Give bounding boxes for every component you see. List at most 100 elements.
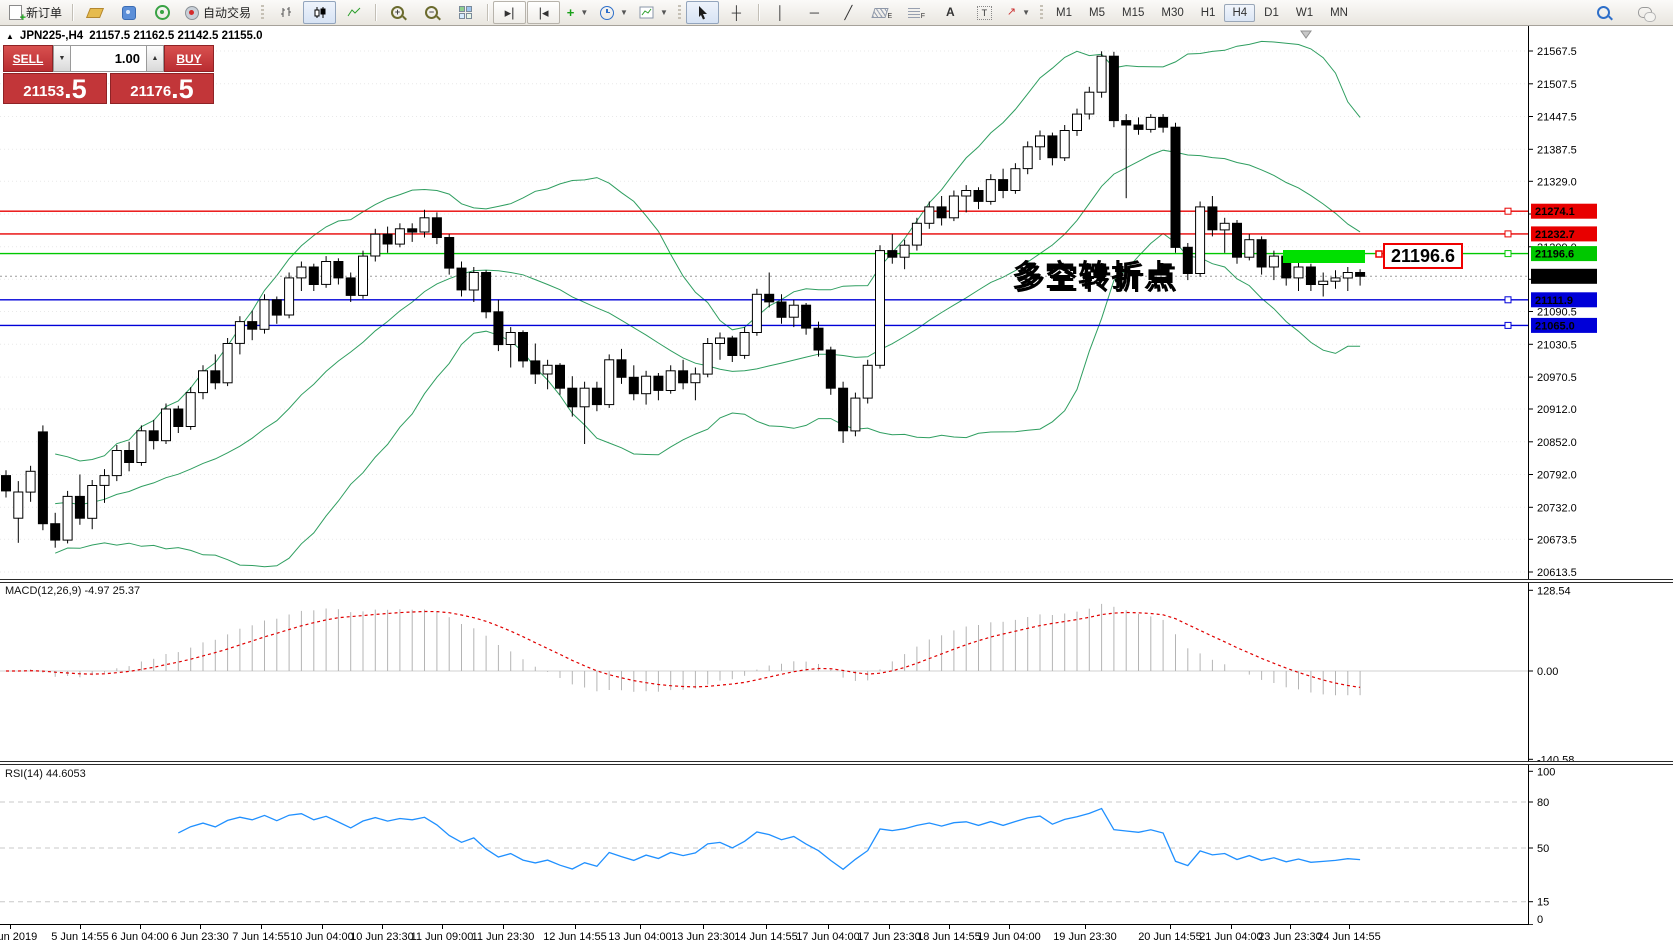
timeframe-h4-button[interactable]: H4	[1224, 3, 1256, 22]
volume-input[interactable]	[70, 45, 147, 72]
svg-text:21232.7: 21232.7	[1535, 229, 1575, 241]
rsi-chart-canvas[interactable]: 100 80 50 15 0	[0, 765, 1673, 925]
toolbar-separator	[487, 4, 489, 21]
svg-text:0: 0	[1537, 914, 1543, 925]
date-axis-tick	[502, 925, 504, 929]
cursor-icon	[699, 6, 708, 20]
macd-chart-canvas[interactable]: 128.54 0.00 -140.58	[0, 583, 1673, 761]
date-axis-tick	[639, 925, 641, 929]
macd-signal-value: 25.37	[112, 585, 141, 597]
date-axis-label: 12 Jun 14:55	[543, 931, 607, 943]
sell-price-display[interactable]: 21153 .5	[3, 73, 107, 104]
volume-decrease-button[interactable]: ▼	[53, 45, 70, 72]
date-axis-tick	[260, 925, 262, 929]
trendline-tool-button[interactable]: ╱	[832, 1, 865, 24]
arrow-objects-icon: ↗	[1006, 6, 1017, 18]
panel-splitter[interactable]	[0, 579, 1673, 583]
collapse-trade-panel-icon[interactable]: ▲	[6, 31, 14, 41]
line-chart-icon	[347, 7, 360, 17]
timeframe-mn-button[interactable]: MN	[1330, 6, 1348, 19]
expert-advisors-button[interactable]	[112, 1, 145, 24]
vertical-line-tool-button[interactable]: │	[764, 1, 797, 24]
svg-text:21065.0: 21065.0	[1535, 320, 1575, 332]
zoom-in-button[interactable]: +	[381, 1, 414, 24]
macd-name: MACD(12,26,9)	[5, 585, 82, 597]
timeframe-h1-button[interactable]: H1	[1200, 6, 1216, 19]
autoscroll-icon: ▸|	[504, 5, 515, 20]
text-label-tool-button[interactable]: T	[968, 1, 1001, 24]
date-axis-label: 23 Jun 23:30	[1258, 931, 1322, 943]
signals-button[interactable]	[146, 1, 179, 24]
new-order-button[interactable]: 新订单	[4, 1, 67, 24]
tile-windows-icon	[459, 6, 473, 19]
templates-dropdown-button[interactable]: ▼	[634, 1, 673, 24]
text-tool-icon: A	[946, 5, 955, 19]
bar-chart-button[interactable]	[269, 1, 302, 24]
timeframe-d1-button[interactable]: D1	[1264, 6, 1279, 19]
chart-shift-button[interactable]: |◂	[527, 1, 561, 24]
candlestick-chart-button[interactable]	[303, 1, 337, 24]
toolbar-separator	[375, 4, 377, 21]
chevron-down-icon: ▼	[659, 8, 668, 17]
date-axis-label: 5 Jun 14:55	[51, 931, 109, 943]
crosshair-tool-button[interactable]: ┼	[720, 1, 753, 24]
date-axis-label: 10 Jun 04:00	[290, 931, 354, 943]
text-tool-button[interactable]: A	[934, 1, 967, 24]
timeframe-m5-button[interactable]: M5	[1089, 6, 1105, 19]
fibonacci-tool-button[interactable]: F	[900, 1, 933, 24]
periods-dropdown-button[interactable]: ▼	[595, 1, 633, 24]
buy-price-display[interactable]: 21176 .5	[110, 73, 214, 104]
toolbar-grip	[261, 4, 265, 21]
eraser-icon	[85, 7, 104, 18]
volume-increase-button[interactable]: ▲	[147, 45, 164, 72]
sell-button[interactable]: SELL	[3, 45, 53, 72]
svg-text:20912.0: 20912.0	[1537, 404, 1577, 416]
timeframe-m1-button[interactable]: M1	[1056, 6, 1072, 19]
buy-button[interactable]: BUY	[164, 45, 214, 72]
search-button[interactable]	[1587, 1, 1620, 24]
rsi-indicator-label: RSI(14) 44.6053	[5, 768, 86, 780]
bar-chart-icon	[280, 7, 291, 17]
svg-text:128.54: 128.54	[1537, 585, 1571, 597]
tile-windows-button[interactable]	[449, 1, 482, 24]
panel-splitter[interactable]	[0, 761, 1673, 765]
horizontal-line-tool-button[interactable]: ─	[798, 1, 831, 24]
chat-icon	[1637, 7, 1656, 22]
timeframe-m15-button[interactable]: M15	[1121, 6, 1145, 19]
chevron-down-icon: ▼	[580, 8, 589, 17]
svg-text:20613.5: 20613.5	[1537, 567, 1577, 579]
date-axis-tick	[765, 925, 767, 929]
arrows-dropdown-button[interactable]: ↗ ▼	[1002, 1, 1035, 24]
date-axis-tick	[574, 925, 576, 929]
crosshair-icon: ┼	[731, 5, 741, 20]
date-axis-tick	[199, 925, 201, 929]
expert-advisor-icon	[121, 5, 136, 20]
svg-text:20792.0: 20792.0	[1537, 470, 1577, 482]
timeframe-m30-button[interactable]: M30	[1161, 6, 1184, 19]
date-axis-label: 4 Jun 2019	[0, 931, 38, 943]
svg-text:21030.5: 21030.5	[1537, 339, 1577, 351]
channel-tool-button[interactable]: E	[866, 1, 899, 24]
zoom-out-button[interactable]: −	[415, 1, 448, 24]
line-chart-button[interactable]	[337, 1, 370, 24]
date-axis-label: 19 Jun 04:00	[977, 931, 1041, 943]
autotrading-button[interactable]: 自动交易	[180, 1, 256, 24]
date-axis[interactable]: 4 Jun 2019 5 Jun 14:556 Jun 04:006 Jun 23…	[0, 925, 1673, 950]
main-chart-canvas[interactable]: 多空转折点多空转折点21196.621567.521507.521447.521…	[0, 26, 1673, 579]
eraser-button[interactable]	[78, 1, 111, 24]
chart-autoscroll-button[interactable]: ▸|	[493, 1, 527, 24]
svg-text:20852.0: 20852.0	[1537, 437, 1577, 449]
svg-text:21567.5: 21567.5	[1537, 46, 1577, 58]
toolbar-grip	[1040, 4, 1044, 21]
clock-icon	[600, 5, 615, 20]
text-label-icon: T	[976, 5, 992, 20]
timeframe-w1-button[interactable]: W1	[1295, 6, 1314, 19]
indicators-dropdown-button[interactable]: + ▼	[561, 1, 594, 24]
macd-main-value: -4.97	[84, 585, 110, 597]
cursor-tool-button[interactable]	[685, 1, 719, 24]
svg-text:21447.5: 21447.5	[1537, 112, 1577, 124]
date-axis-tick	[139, 925, 141, 929]
chart-shift-icon: |◂	[538, 5, 549, 20]
chat-button[interactable]	[1628, 1, 1661, 24]
